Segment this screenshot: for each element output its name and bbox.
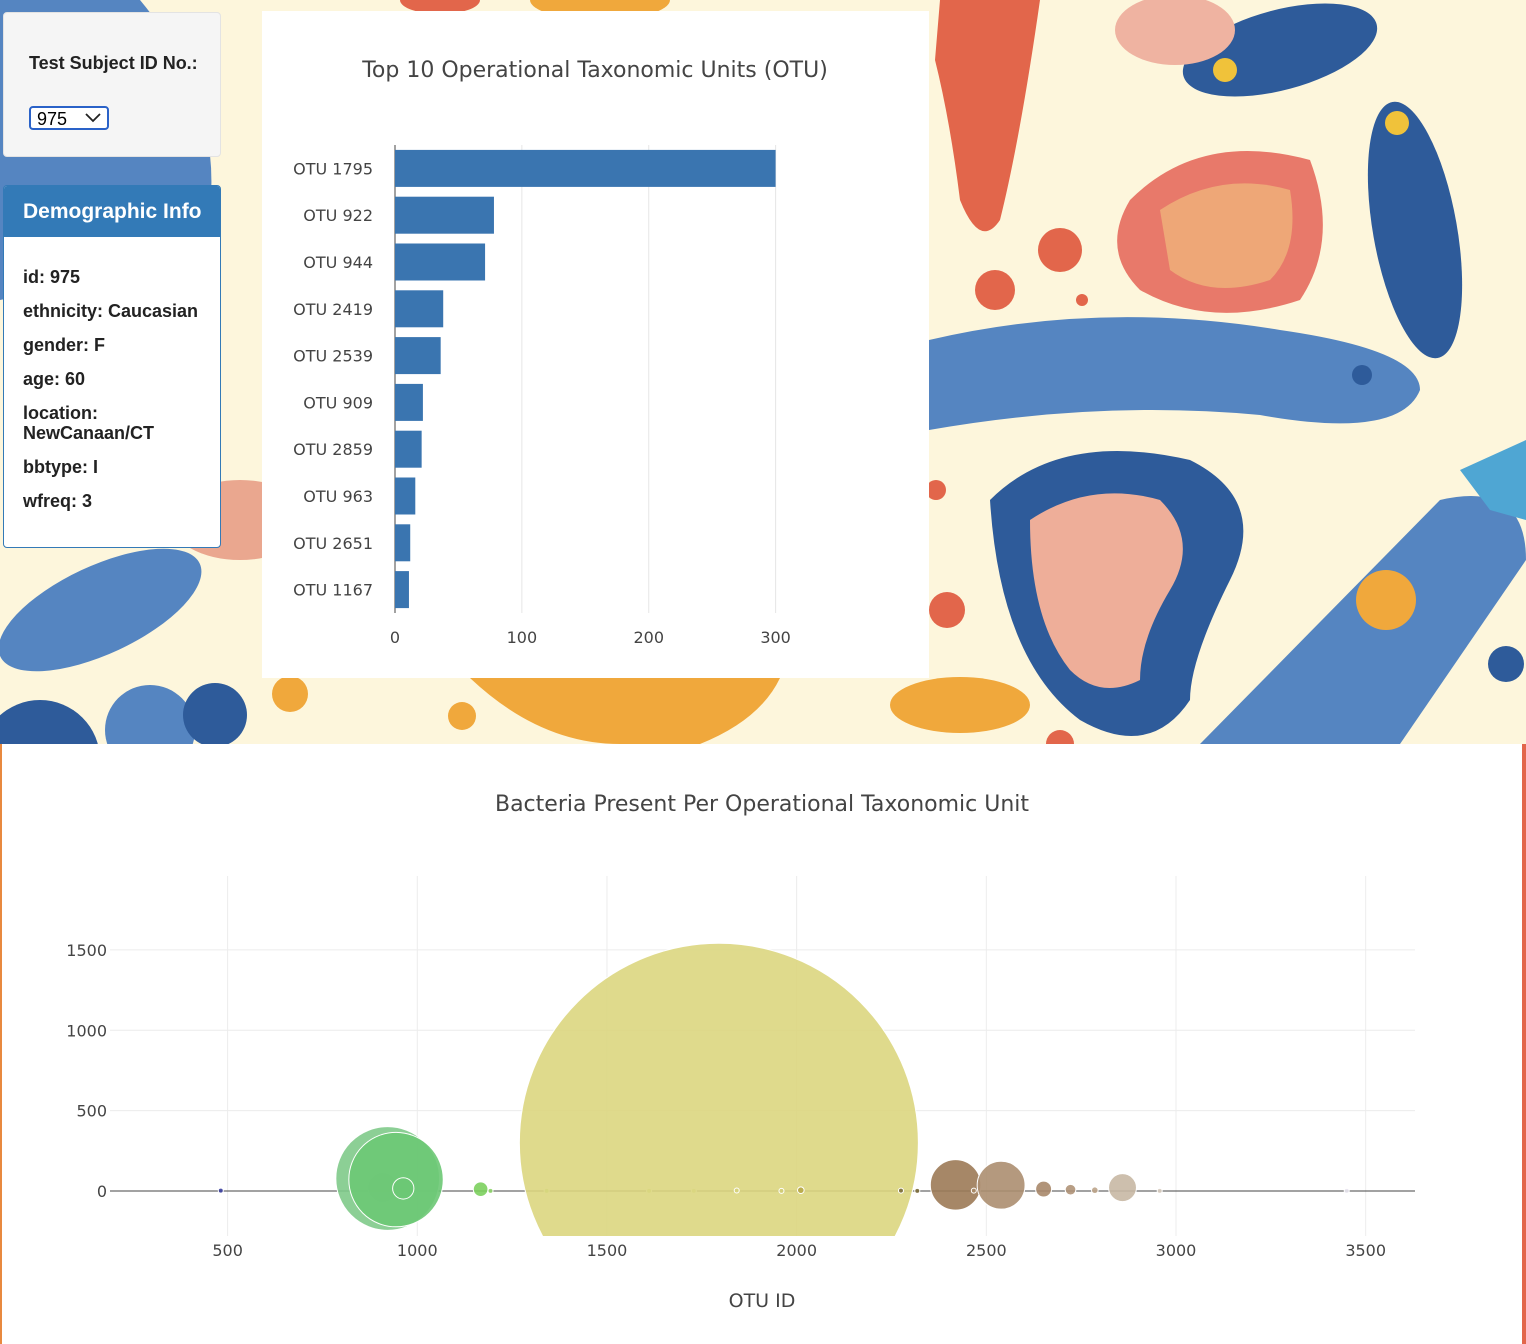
bubble-otu[interactable] [778,1187,785,1194]
bubble-chart-title: Bacteria Present Per Operational Taxonom… [495,792,1029,817]
bubble-otu[interactable] [217,1187,224,1194]
bubble-chart-y-tick-label: 0 [97,1182,107,1201]
bubble-otu[interactable] [518,942,919,1342]
bubble-otu[interactable] [472,1181,489,1198]
subject-id-selected-value: 975 [37,109,68,129]
demo-ethnicity: ethnicity: Caucasian [23,301,199,321]
bar-otu[interactable] [395,243,486,281]
bar-otu[interactable] [395,149,776,187]
demo-id: id: 975 [23,267,81,287]
bubble-otu[interactable] [1156,1187,1163,1194]
demo-gender: gender: F [23,335,106,355]
bubble-otu[interactable] [733,1187,740,1194]
bar-chart-category-label: OTU 1795 [293,159,373,178]
subject-id-label: Test Subject ID No.: [29,53,198,73]
bar-otu[interactable] [395,571,409,609]
bubble-otu[interactable] [1108,1173,1137,1203]
bar-chart-category-label: OTU 2539 [293,347,373,366]
demo-bbtype: bbtype: I [23,457,98,477]
bar-otu[interactable] [395,196,494,234]
bubble-otu[interactable] [487,1187,494,1194]
bar-chart-x-tick-label: 100 [507,628,538,647]
bar-chart-category-label: OTU 1167 [293,581,373,600]
bar-chart-category-label: OTU 2859 [293,440,373,459]
bubble-otu[interactable] [914,1187,921,1194]
bubble-chart-x-tick-label: 1000 [397,1241,438,1260]
bubble-otu[interactable] [929,1159,982,1211]
bar-otu[interactable] [395,430,422,468]
bar-chart-x-tick-label: 300 [760,628,791,647]
bubble-chart-x-tick-label: 2500 [966,1241,1007,1260]
bar-chart-category-label: OTU 963 [303,487,373,506]
bubble-chart-y-tick-label: 500 [76,1102,107,1121]
bar-chart-category-label: OTU 909 [303,393,373,412]
bubble-chart-x-tick-label: 2000 [776,1241,817,1260]
bubble-otu[interactable] [348,1131,444,1228]
top-otu-bar-chart[interactable]: OTU 1795 OTU 922 OTU 944 OTU 2419 OTU 2539 OT… [262,11,929,678]
bubble-otu[interactable] [897,1187,904,1194]
bar-chart-category-label: OTU 2419 [293,300,373,319]
top-otu-bar-chart-panel: OTU 1795 OTU 922 OTU 944 OTU 2419 OTU 2539 OT… [262,11,929,678]
otu-bubble-chart[interactable]: 500 1000 1500 2000 2500 3000 3500 0 500 1000 1500… [2,744,1522,1344]
bubble-chart-panel: 500 1000 1500 2000 2500 3000 3500 0 500 1000 1500… [2,744,1522,1344]
bubble-chart-x-tick-label: 3000 [1156,1241,1197,1260]
bar-chart-category-label: OTU 944 [303,253,373,272]
bubble-chart-y-tick-label: 1500 [66,941,107,960]
bar-chart-title: Top 10 Operational Taxonomic Units (OTU) [361,58,828,83]
bubble-chart-y-tick-label: 1000 [66,1021,107,1040]
bubble-otu[interactable] [392,1177,415,1200]
bubble-chart-x-tick-label: 500 [212,1241,243,1260]
bar-chart-x-tick-label: 0 [390,628,400,647]
demo-location: location: NewCanaan/CT [23,403,155,443]
bar-otu[interactable] [395,290,444,328]
bubble-otu[interactable] [1343,1187,1350,1194]
bubble-chart-x-tick-label: 3500 [1345,1241,1386,1260]
bar-otu[interactable] [395,337,441,375]
bubble-otu[interactable] [1035,1180,1053,1198]
demo-age: age: 60 [23,369,86,389]
demo-wfreq: wfreq: 3 [23,491,93,511]
subject-id-dropdown[interactable]: 975 [29,106,109,130]
bubble-otu[interactable] [976,1160,1026,1210]
subject-selector-panel: Test Subject ID No.: 975 [3,12,221,157]
bubble-otu[interactable] [796,1186,805,1195]
bubble-otu[interactable] [1090,1186,1099,1195]
bar-chart-category-label: OTU 922 [303,206,373,225]
bar-chart-x-tick-label: 200 [633,628,664,647]
bar-chart-category-label: OTU 2651 [293,534,373,553]
bubble-otu[interactable] [1064,1183,1077,1196]
bubble-chart-xlabel: OTU ID [729,1290,796,1312]
bar-otu[interactable] [395,524,411,562]
bar-otu[interactable] [395,477,416,515]
bubble-otu[interactable] [970,1187,977,1194]
bubble-chart-x-tick-label: 1500 [587,1241,628,1260]
demographic-info-body: id: 975 ethnicity: Caucasian gender: F a… [4,237,220,511]
chevron-down-icon [85,113,101,123]
demographic-info-panel: Demographic Info id: 975 ethnicity: Cauc… [3,185,221,548]
demographic-info-title: Demographic Info [4,186,220,237]
bar-otu[interactable] [395,383,423,421]
